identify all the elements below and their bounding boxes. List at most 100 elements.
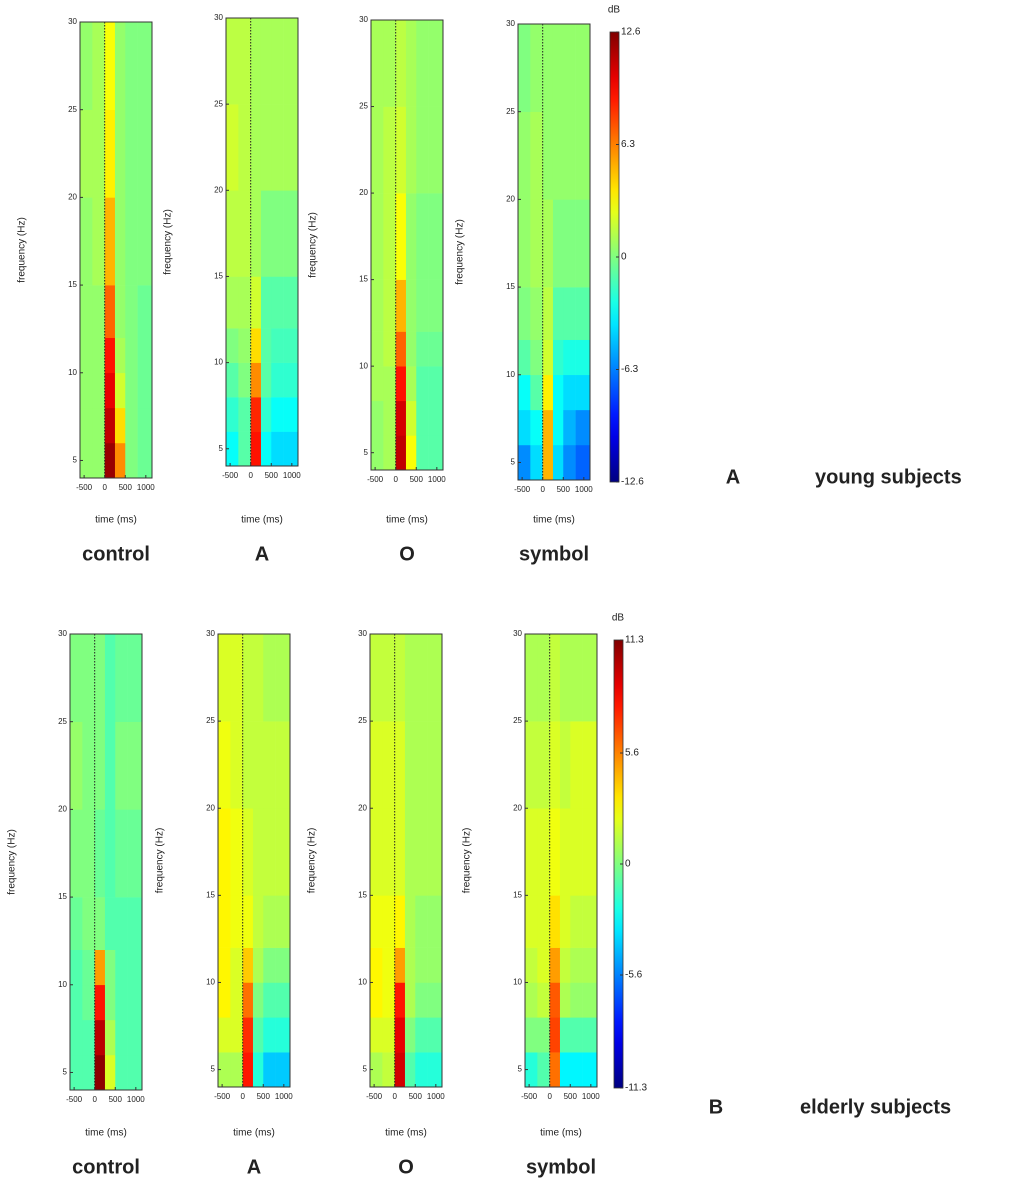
colorbar-tick-label: -6.3 — [621, 364, 639, 375]
heatmap-cell — [252, 808, 264, 896]
heatmap-cell — [238, 190, 251, 277]
heatmap-cell — [371, 279, 384, 332]
heatmap-cell — [542, 444, 554, 481]
heatmap-cell — [382, 1052, 395, 1088]
heatmap-cell — [260, 18, 272, 105]
heatmap-cell — [428, 193, 444, 280]
heatmap-cell — [263, 947, 276, 983]
heatmap-cell — [104, 809, 116, 898]
colorbar-tick-label: -11.3 — [625, 1083, 647, 1094]
y-tick-label: 30 — [358, 629, 367, 638]
colorbar-tick-label: 11.3 — [625, 635, 644, 646]
heatmap-cell — [230, 1017, 243, 1053]
heatmap-cell — [137, 197, 153, 286]
heatmap-cell — [226, 362, 239, 398]
y-tick-label: 10 — [58, 980, 67, 989]
y-tick-label: 10 — [359, 361, 368, 370]
heatmap-cell — [383, 400, 396, 436]
colorbar-tick-label: 0 — [625, 859, 631, 870]
y-tick-label: 5 — [363, 1065, 368, 1074]
heatmap-cell — [394, 808, 406, 896]
heatmap-cell — [283, 190, 299, 277]
heatmap-cell — [518, 444, 531, 481]
heatmap-cell — [428, 331, 444, 367]
heatmap-cell — [275, 982, 291, 1018]
x-tick-label: 500 — [409, 1092, 423, 1101]
y-tick-label: 25 — [506, 107, 515, 116]
x-tick-label: 0 — [92, 1095, 97, 1104]
heatmap-cell — [260, 104, 272, 191]
heatmap-cell — [263, 1017, 276, 1053]
heatmap-cell — [427, 982, 443, 1018]
panel-title: A — [255, 543, 269, 565]
heatmap-cell — [559, 947, 571, 983]
y-tick-label: 30 — [68, 17, 77, 26]
colorbar-tick-label: 6.3 — [621, 139, 635, 150]
colorbar-label: dB — [612, 613, 625, 624]
y-tick-label: 20 — [68, 192, 77, 201]
x-tick-label: 500 — [257, 1092, 271, 1101]
heatmap-cell — [125, 407, 138, 444]
colorbar-tick-label: 5.6 — [625, 748, 639, 759]
heatmap-cell — [575, 444, 591, 481]
y-tick-label: 5 — [511, 458, 516, 467]
heatmap-cell — [238, 18, 251, 105]
colorbar-tick-label: 0 — [621, 252, 627, 263]
heatmap-cell — [383, 366, 396, 402]
heatmap-cell — [559, 634, 571, 722]
heatmap-cell — [552, 111, 564, 200]
heatmap-cell — [226, 18, 239, 105]
heatmap-cell — [263, 721, 276, 809]
heatmap-cell — [416, 366, 429, 402]
panel-title: A — [247, 1156, 261, 1178]
heatmap-cell — [563, 409, 576, 446]
heatmap-cell — [371, 20, 384, 107]
heatmap-cell — [127, 1019, 143, 1056]
heatmap-cell — [252, 1052, 264, 1088]
heatmap-cell — [394, 634, 406, 722]
heatmap-cell — [394, 895, 406, 948]
heatmap-cell — [70, 984, 83, 1021]
plot-frame — [369, 633, 443, 1088]
heatmap-cell — [549, 982, 561, 1018]
heatmap-cell — [394, 947, 406, 983]
heatmap-cell — [127, 634, 143, 722]
heatmap-cell — [575, 24, 591, 112]
heatmap-cell — [218, 808, 231, 896]
heatmap-cell — [383, 193, 396, 280]
heatmap-cell — [530, 374, 543, 411]
colorbar-label: dB — [608, 5, 621, 16]
heatmap-cell — [370, 808, 383, 896]
heatmap-cell — [70, 1019, 83, 1056]
heatmap-cell — [394, 1017, 406, 1053]
heatmap-cell — [218, 947, 231, 983]
heatmap-cell — [275, 895, 291, 948]
heatmap-cell — [383, 435, 396, 471]
heatmap-cell — [552, 24, 564, 112]
heatmap-cell — [115, 809, 128, 898]
heatmap-cell — [250, 276, 262, 329]
y-tick-label: 25 — [206, 716, 215, 725]
heatmap-cell — [250, 397, 262, 432]
heatmap-cell — [271, 276, 284, 329]
heatmap-cell — [525, 1052, 538, 1088]
heatmap-cell — [542, 409, 554, 446]
heatmap-cell — [404, 634, 416, 722]
heatmap-cell — [382, 808, 395, 896]
heatmap-cell — [242, 1017, 254, 1053]
heatmap-cell — [525, 982, 538, 1018]
heatmap-cell — [127, 949, 143, 986]
heatmap-cell — [230, 982, 243, 1018]
heatmap-cell — [82, 634, 95, 722]
x-tick-label: 1000 — [428, 475, 446, 484]
heatmap-cell — [370, 947, 383, 983]
y-tick-label: 5 — [63, 1068, 68, 1077]
heatmap-cell — [250, 104, 262, 191]
heatmap-cell — [115, 897, 128, 950]
heatmap-cell — [382, 1017, 395, 1053]
heatmap-cell — [238, 328, 251, 363]
heatmap-cell — [238, 276, 251, 329]
heatmap-cell — [114, 442, 126, 479]
heatmap-cell — [415, 634, 428, 722]
x-tick-label: -500 — [76, 483, 93, 492]
